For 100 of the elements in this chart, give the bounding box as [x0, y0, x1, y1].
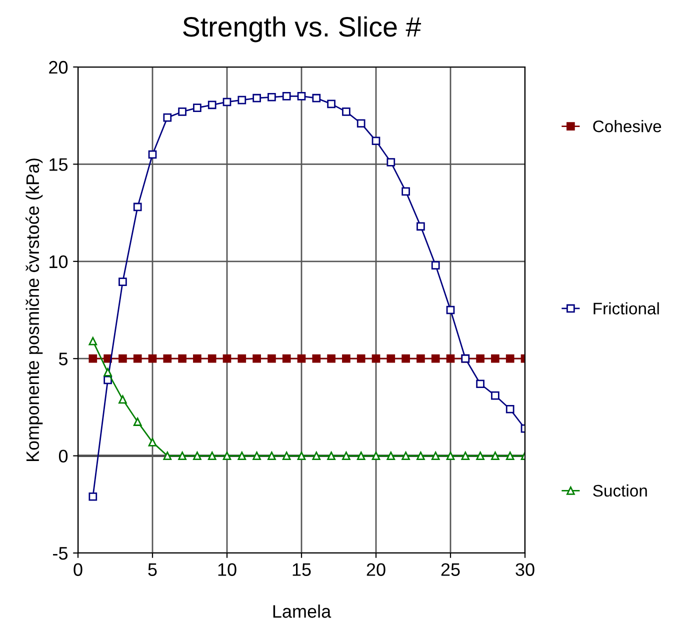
point [208, 100, 216, 110]
point [268, 92, 276, 102]
chart-title: Strength vs. Slice # [183, 16, 422, 42]
point [133, 418, 142, 426]
x-tick-label: 15 [292, 563, 311, 576]
point [178, 108, 186, 116]
x-axis-title: Lamela [273, 604, 332, 618]
point [372, 354, 380, 363]
point [416, 354, 425, 363]
y-tick-label: 15 [50, 158, 68, 171]
y-tick-label: -5 [53, 547, 68, 560]
point [312, 452, 321, 460]
point [297, 92, 306, 100]
point [446, 452, 455, 460]
x-tick-label: 20 [366, 563, 386, 576]
point [416, 452, 425, 460]
y-tick-label: 20 [49, 60, 68, 74]
y-tick-label: 5 [58, 352, 68, 366]
point [327, 100, 336, 108]
point [506, 354, 514, 363]
point [476, 452, 484, 460]
point [282, 452, 291, 460]
x-tick-label: 25 [441, 563, 460, 576]
point [312, 354, 321, 363]
point [133, 202, 142, 212]
point [238, 96, 246, 104]
point [446, 354, 455, 363]
x-tick-label: 5 [148, 563, 157, 576]
point [222, 98, 232, 106]
point [297, 354, 306, 363]
y-tick-label: 0 [58, 450, 68, 463]
point [402, 354, 410, 363]
point [88, 354, 98, 363]
point [193, 452, 202, 460]
point [193, 354, 202, 363]
point [118, 395, 127, 404]
point [208, 354, 216, 363]
point [386, 354, 396, 363]
point [476, 354, 484, 363]
point [491, 391, 500, 400]
point [312, 94, 321, 102]
point [133, 354, 142, 363]
point [431, 354, 440, 363]
point [88, 336, 98, 346]
point [222, 452, 232, 460]
point [327, 354, 336, 363]
point [282, 92, 291, 100]
point [372, 452, 380, 460]
point [476, 380, 484, 388]
x-tick-label: 30 [516, 563, 534, 576]
point [118, 278, 127, 286]
point [342, 354, 350, 363]
y-tick-label: 10 [50, 255, 68, 268]
x-tick-label: 0 [74, 563, 82, 576]
point [386, 452, 396, 460]
point [356, 354, 366, 363]
x-tick-label: 10 [218, 563, 236, 576]
point [491, 354, 500, 363]
point [118, 354, 127, 363]
point [342, 452, 350, 460]
point [372, 136, 380, 146]
point [222, 354, 232, 363]
point [268, 452, 276, 460]
point [208, 452, 216, 460]
y-axis-title: Komponente posmične čvrstoće (kPa) [26, 158, 43, 462]
point [193, 104, 202, 112]
point [148, 150, 157, 159]
point [268, 354, 276, 363]
legend-label: Cohesive [593, 120, 662, 132]
point [148, 354, 157, 363]
point [178, 354, 186, 363]
legend-label: Suction [593, 484, 647, 497]
point [356, 452, 366, 460]
point [416, 222, 425, 231]
point [252, 94, 261, 102]
point [163, 113, 172, 122]
point [431, 261, 440, 270]
legend-label: Frictional [594, 302, 659, 314]
point [491, 452, 500, 460]
point [327, 452, 336, 460]
point [282, 354, 291, 363]
point [178, 452, 186, 460]
point [446, 306, 455, 314]
point [402, 452, 410, 460]
point [88, 492, 98, 501]
point [506, 452, 514, 460]
point [163, 354, 172, 363]
point [252, 354, 261, 363]
point [402, 187, 410, 196]
point [148, 438, 157, 446]
point [431, 452, 440, 460]
point [461, 452, 470, 460]
point [104, 368, 112, 376]
point [506, 404, 514, 414]
point [297, 452, 306, 460]
point [252, 452, 261, 460]
point [163, 452, 172, 460]
point [386, 158, 396, 166]
point [356, 119, 366, 128]
point [238, 452, 246, 460]
